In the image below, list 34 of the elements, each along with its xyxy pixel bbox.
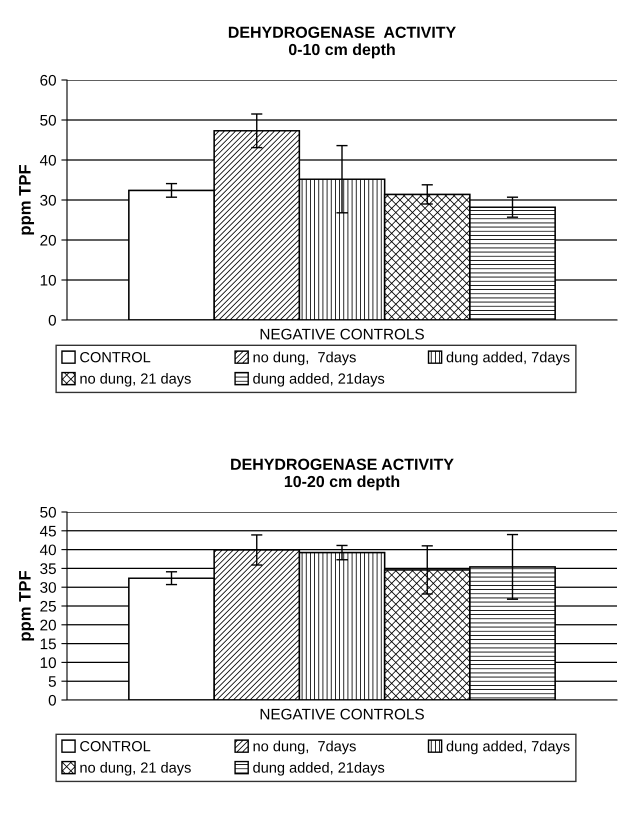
- y-tick-label: 35: [40, 563, 56, 574]
- y-tick-label: 10: [40, 657, 56, 668]
- legend-label: no dung, 7days: [254, 740, 356, 754]
- y-axis-title: ppm TPF: [19, 164, 34, 235]
- y-tick-label: 0: [48, 694, 56, 706]
- y-tick-label: 45: [40, 526, 56, 536]
- y-tick-label: 15: [40, 638, 56, 650]
- chart-title: DEHYDROGENASE ACTIVITY 10-20 cm depth: [231, 458, 454, 490]
- y-tick-label: 25: [40, 600, 56, 612]
- y-tick-label: 20: [40, 234, 56, 246]
- legend-label: no dung, 7days: [254, 352, 356, 366]
- x-tick-label: NEGATIVE CONTROLS: [260, 708, 424, 720]
- y-tick-label: 20: [40, 620, 56, 630]
- y-axis-title: ppm TPF: [19, 570, 34, 641]
- y-tick-label: 0: [48, 314, 56, 326]
- y-tick-label: 5: [48, 676, 56, 687]
- legend-label: dung added, 7days: [446, 352, 570, 366]
- legend-label: CONTROL: [80, 741, 150, 752]
- legend-label: dung added, 21days: [253, 762, 384, 776]
- x-tick-label: NEGATIVE CONTROLS: [260, 328, 424, 340]
- legend-label: no dung, 21 days: [80, 762, 191, 776]
- chart-title: DEHYDROGENASE ACTIVITY 0-10 cm depth: [228, 26, 456, 58]
- legend-label: dung added, 7days: [446, 740, 570, 754]
- y-tick-label: 40: [40, 154, 56, 166]
- legend-label: CONTROL: [80, 352, 150, 362]
- y-tick-label: 30: [40, 194, 56, 206]
- y-tick-label: 60: [40, 74, 56, 86]
- legend-label: dung added, 21days: [253, 373, 384, 387]
- y-tick-label: 50: [40, 506, 56, 518]
- legend-label: no dung, 21 days: [80, 373, 191, 387]
- y-tick-label: 40: [40, 544, 56, 556]
- y-tick-label: 50: [40, 114, 56, 126]
- y-tick-label: 10: [40, 274, 56, 286]
- y-tick-label: 30: [40, 582, 56, 593]
